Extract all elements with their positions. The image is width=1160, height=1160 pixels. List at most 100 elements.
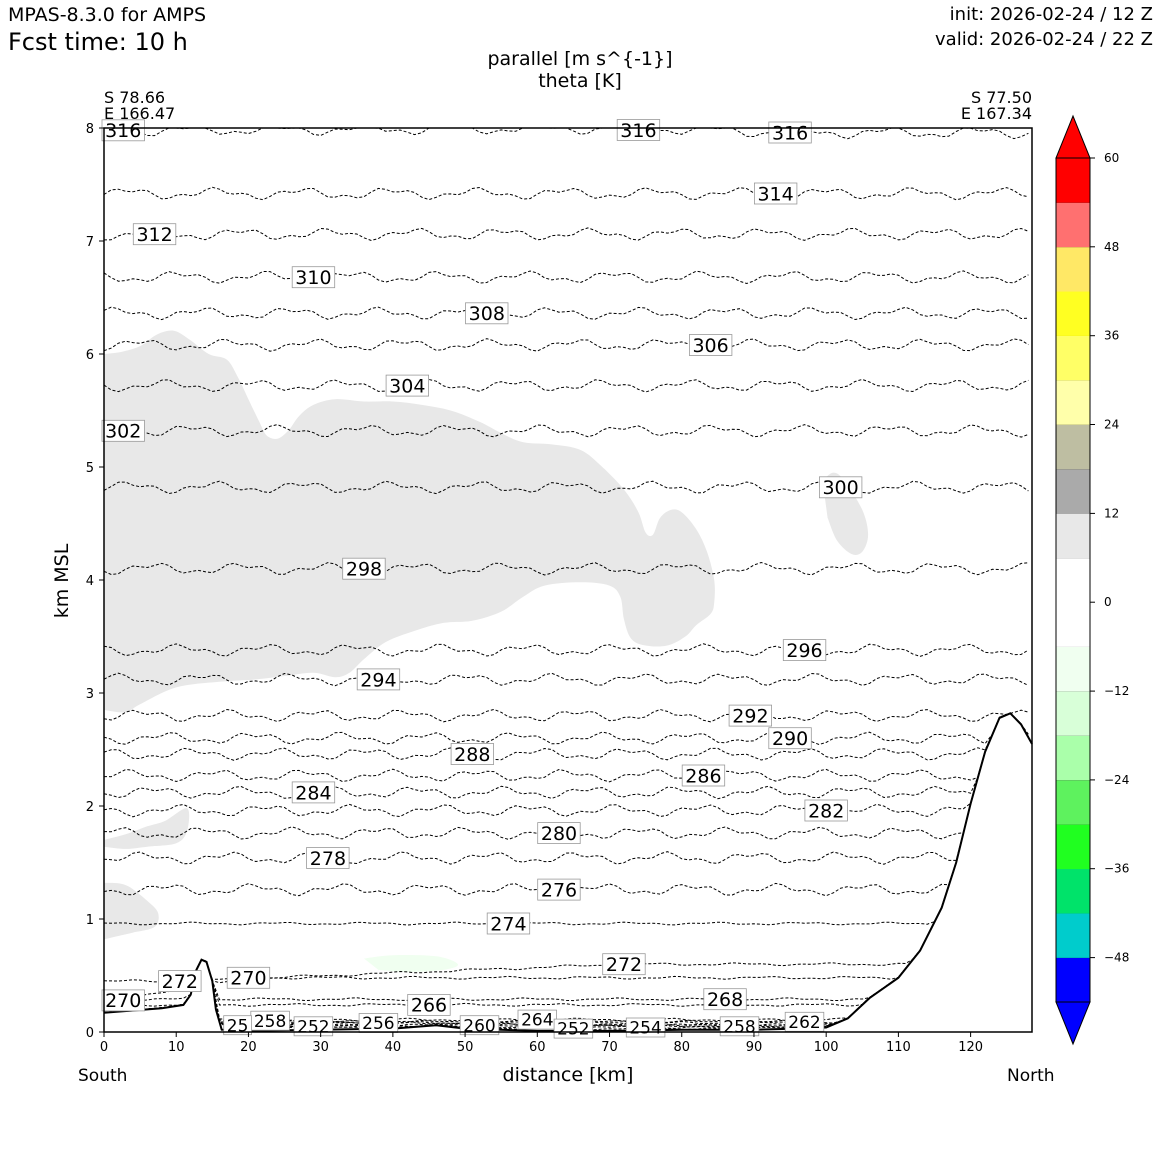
svg-text:25: 25 xyxy=(227,1016,249,1036)
svg-text:−12: −12 xyxy=(1104,684,1129,698)
theta-label-280: 280 xyxy=(537,822,581,845)
theta-label-314: 314 xyxy=(754,182,798,205)
svg-text:308: 308 xyxy=(469,303,505,325)
theta-label-258: 258 xyxy=(250,1010,290,1032)
svg-text:280: 280 xyxy=(541,823,577,845)
svg-text:298: 298 xyxy=(346,559,382,581)
theta-label-270: 270 xyxy=(101,989,145,1012)
svg-text:80: 80 xyxy=(673,1040,690,1055)
svg-text:300: 300 xyxy=(822,477,858,499)
theta-contour-272 xyxy=(103,713,1029,983)
theta-contour-276 xyxy=(103,713,1029,897)
svg-text:270: 270 xyxy=(105,990,141,1012)
colorbar-segment xyxy=(1056,602,1090,647)
x-tick: 100 xyxy=(814,1032,839,1055)
theta-label-284: 284 xyxy=(291,781,336,804)
svg-text:252: 252 xyxy=(557,1020,589,1040)
x-tick: 10 xyxy=(168,1032,184,1055)
svg-text:252: 252 xyxy=(297,1018,329,1038)
y-tick: 1 xyxy=(86,913,104,928)
theta-contour-266 xyxy=(103,713,1029,1007)
theta-label-252: 252 xyxy=(553,1018,594,1040)
shaded-region-4 xyxy=(364,954,459,973)
y-tick: 7 xyxy=(86,235,104,250)
colorbar-segment xyxy=(1056,158,1090,203)
shaded-wind-regions xyxy=(104,330,869,973)
colorbar-segment xyxy=(1056,291,1090,336)
colorbar-tick: 60 xyxy=(1090,151,1119,165)
x-tick: 90 xyxy=(746,1032,762,1055)
svg-text:314: 314 xyxy=(757,183,793,205)
svg-text:1: 1 xyxy=(86,913,94,928)
svg-text:36: 36 xyxy=(1104,329,1119,343)
theta-contour-284 xyxy=(103,713,1029,800)
theta-label-300: 300 xyxy=(819,476,863,499)
x-tick: 60 xyxy=(529,1032,546,1055)
theta-contour-310 xyxy=(103,270,1029,285)
theta-label-258: 258 xyxy=(719,1016,760,1038)
svg-text:0: 0 xyxy=(1104,595,1112,609)
theta-contour-300 xyxy=(103,480,1029,495)
forecast-time: Fcst time: 10 h xyxy=(8,28,188,56)
theta-contour-290 xyxy=(103,713,1029,746)
terrain-line xyxy=(103,712,1033,1032)
svg-text:60: 60 xyxy=(529,1040,546,1055)
theta-contour-270 xyxy=(103,713,1029,1002)
theta-contour-304 xyxy=(103,378,1029,393)
theta-label-260: 260 xyxy=(459,1015,500,1036)
theta-contour-312 xyxy=(103,227,1029,242)
svg-text:0: 0 xyxy=(86,1026,94,1041)
svg-text:260: 260 xyxy=(463,1016,495,1036)
colorbar-segment xyxy=(1056,913,1090,958)
colorbar-max-arrow xyxy=(1055,114,1091,159)
svg-text:294: 294 xyxy=(360,669,396,691)
svg-text:312: 312 xyxy=(136,224,172,246)
chart-title-line-2: theta [K] xyxy=(538,70,622,92)
x-tick: 120 xyxy=(958,1032,983,1055)
chart-title-line-1: parallel [m s^{-1}] xyxy=(487,48,673,70)
theta-label-286: 286 xyxy=(681,764,726,787)
svg-text:258: 258 xyxy=(723,1018,755,1038)
theta-label-268: 268 xyxy=(703,988,747,1011)
svg-text:24: 24 xyxy=(1104,418,1119,432)
svg-text:262: 262 xyxy=(788,1013,820,1033)
colorbar-tick: 36 xyxy=(1090,329,1119,343)
theta-label-292: 292 xyxy=(728,704,772,727)
end-longitude: E 167.34 xyxy=(960,104,1032,123)
theta-label-316: 316 xyxy=(616,119,661,142)
theta-label-288: 288 xyxy=(450,743,495,766)
svg-text:292: 292 xyxy=(732,705,768,727)
theta-contour-292 xyxy=(103,708,1029,723)
y-tick: 2 xyxy=(86,800,104,815)
svg-text:7: 7 xyxy=(86,235,94,250)
theta-label-278: 278 xyxy=(306,847,350,870)
axes: 0 10 20 30 40 50 60 70 80 90 100 110 120 0 1 2 3 4 5 6 7 8 xyxy=(86,122,983,1055)
theta-label-302: 302 xyxy=(101,419,145,443)
colorbar-segment xyxy=(1056,380,1090,425)
shaded-region-0 xyxy=(104,330,715,713)
colorbar-tick: −48 xyxy=(1090,951,1129,965)
svg-text:316: 316 xyxy=(620,120,656,142)
colorbar-segment xyxy=(1056,246,1090,292)
theta-label-306: 306 xyxy=(689,334,733,357)
svg-text:296: 296 xyxy=(786,640,822,662)
start-latitude: S 78.66 xyxy=(104,88,166,107)
svg-text:264: 264 xyxy=(521,1011,553,1031)
svg-text:60: 60 xyxy=(1104,151,1119,165)
svg-text:40: 40 xyxy=(385,1040,402,1055)
colorbar-tick: 24 xyxy=(1090,418,1119,432)
svg-text:284: 284 xyxy=(295,782,331,804)
theta-contour-298 xyxy=(103,561,1029,576)
theta-label-25: 25 xyxy=(223,1015,252,1036)
svg-text:5: 5 xyxy=(86,461,94,476)
y-tick: 8 xyxy=(86,122,104,137)
valid-time: valid: 2026-02-24 / 22 Z xyxy=(935,29,1153,50)
svg-text:−36: −36 xyxy=(1104,862,1129,876)
theta-label-256: 256 xyxy=(358,1013,399,1034)
colorbar-segment xyxy=(1056,335,1090,381)
theta-label-262: 262 xyxy=(784,1011,825,1033)
x-tick: 70 xyxy=(601,1032,618,1055)
svg-text:−48: −48 xyxy=(1104,951,1129,965)
x-tick: 20 xyxy=(240,1032,257,1055)
theta-contour-294 xyxy=(103,672,1029,687)
